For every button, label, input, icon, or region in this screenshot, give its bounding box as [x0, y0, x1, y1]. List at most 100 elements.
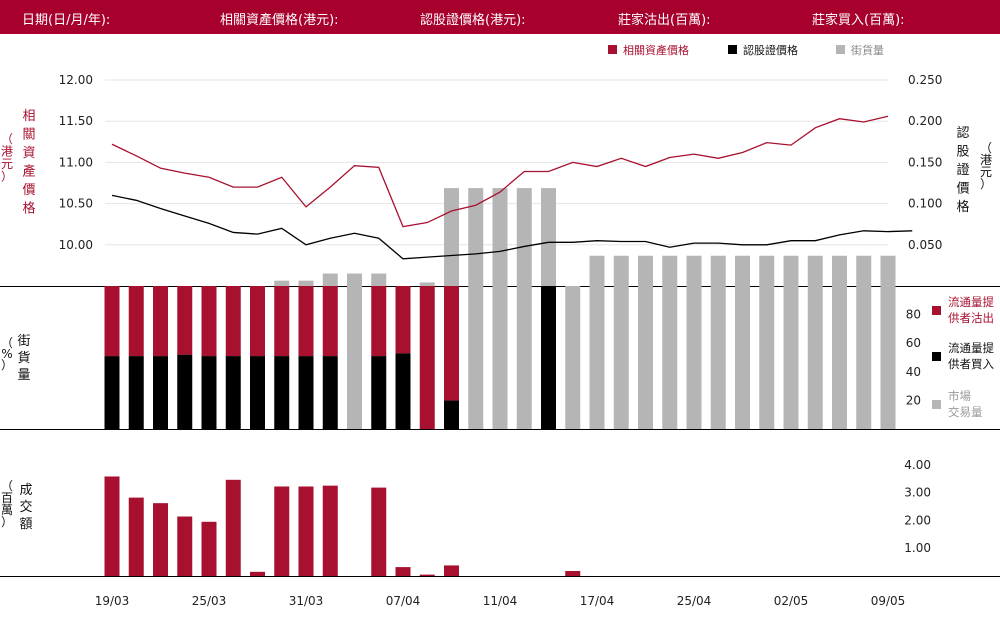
legend-swatch	[608, 45, 617, 54]
outstanding-bar	[274, 280, 290, 286]
market-volume-bar	[735, 286, 750, 429]
lp-sell-bar	[225, 286, 241, 357]
turnover-bar	[444, 565, 459, 576]
right-tick-label: 0.050	[908, 238, 942, 252]
mid-tick-label: 80	[906, 308, 921, 322]
mid-legend-line1: 流通量提	[948, 341, 994, 355]
bottom-axis-title-char: 成	[19, 483, 32, 498]
lp-buy-bar	[153, 356, 168, 429]
mid-axis-title-char: 街	[17, 334, 30, 349]
x-tick-label: 25/03	[192, 594, 227, 608]
mid-axis-title-char: 量	[17, 368, 30, 383]
market-volume-bar	[565, 286, 581, 429]
left-tick-label: 11.00	[59, 155, 93, 169]
outstanding-bar	[880, 255, 896, 286]
mid-axis-unit-char: （	[1, 336, 13, 350]
market-volume-bar	[516, 286, 532, 429]
mid-legend-line1: 市場	[948, 389, 971, 403]
left-tick-label: 10.00	[59, 238, 93, 252]
lp-buy-bar	[371, 356, 387, 429]
x-tick-label: 25/04	[677, 594, 712, 608]
bottom-axis-title-char: 額	[19, 517, 32, 532]
left-axis-unit-char: 港	[1, 145, 13, 159]
lp-buy-bar	[298, 356, 314, 429]
outstanding-bar	[492, 188, 508, 286]
lp-buy-bar	[250, 356, 265, 429]
market-volume-bar	[686, 286, 702, 429]
x-tick-label: 07/04	[386, 594, 421, 608]
market-volume-bar	[662, 286, 678, 429]
outstanding-bar	[710, 255, 726, 286]
bottom-tick-label: 2.00	[904, 513, 931, 527]
x-tick-label: 17/04	[580, 594, 615, 608]
right-axis-unit-char: ）	[980, 177, 992, 191]
x-tick-label: 09/05	[871, 594, 906, 608]
lp-sell-bar	[419, 286, 435, 429]
x-tick-label: 02/05	[774, 594, 809, 608]
right-axis-title-char: 價	[956, 182, 969, 197]
turnover-bar	[274, 486, 290, 576]
right-axis-title-char: 認	[956, 125, 969, 141]
left-axis-title-char: 相	[22, 109, 35, 124]
legend-swatch	[836, 45, 845, 54]
lp-sell-bar	[444, 286, 459, 401]
outstanding-bar	[589, 255, 605, 286]
turnover-bar	[250, 571, 265, 576]
outstanding-bar	[541, 188, 556, 286]
lp-sell-bar	[177, 286, 193, 355]
turnover-bar	[128, 497, 144, 576]
turnover-bar	[371, 487, 387, 576]
lp-buy-bar	[274, 356, 290, 429]
x-tick-label: 31/03	[289, 594, 324, 608]
right-axis-title-char: 證	[956, 162, 969, 178]
lp-buy-bar	[201, 356, 217, 429]
outstanding-bar	[419, 282, 435, 286]
left-axis-unit-char: （	[1, 132, 13, 146]
lp-sell-bar	[322, 286, 338, 357]
market-volume-bar	[468, 286, 484, 429]
right-axis-title-char: 股	[956, 145, 969, 160]
outstanding-bar	[298, 280, 314, 286]
right-tick-label: 0.200	[908, 114, 942, 128]
lp-buy-bar	[444, 400, 459, 429]
turnover-bar	[298, 486, 314, 576]
market-volume-bar	[832, 286, 847, 429]
mid-tick-label: 60	[906, 336, 921, 350]
turnover-bar	[177, 516, 193, 576]
x-tick-label: 11/04	[483, 594, 518, 608]
right-tick-label: 0.100	[908, 197, 942, 211]
bottom-tick-label: 1.00	[904, 541, 931, 555]
market-volume-bar	[589, 286, 605, 429]
mid-tick-label: 20	[906, 393, 921, 407]
market-volume-bar	[613, 286, 629, 429]
mm-buy-label: 莊家買入(百萬):	[812, 13, 905, 28]
lp-sell-bar	[298, 286, 314, 357]
left-axis-title-char: 資	[22, 146, 35, 161]
turnover-bar	[153, 503, 168, 576]
mid-legend-line2: 交易量	[948, 405, 983, 419]
left-axis-title-char: 關	[22, 128, 35, 143]
lp-buy-bar	[541, 286, 556, 429]
lp-sell-bar	[153, 286, 168, 357]
outstanding-bar	[807, 255, 823, 286]
lp-sell-bar	[104, 286, 120, 357]
bottom-tick-label: 3.00	[904, 486, 931, 500]
outstanding-bar	[759, 255, 775, 286]
underlying-price-line	[111, 115, 889, 228]
lp-buy-bar	[395, 353, 411, 429]
turnover-bar	[395, 567, 411, 576]
mid-legend-swatch	[932, 352, 941, 361]
outstanding-bar	[347, 273, 362, 286]
outstanding-bar	[468, 188, 484, 286]
lp-buy-bar	[104, 356, 120, 429]
outstanding-bar	[686, 255, 702, 286]
lp-buy-bar	[128, 356, 144, 429]
turnover-bar	[201, 521, 217, 576]
lp-sell-bar	[201, 286, 217, 357]
market-volume-bar	[492, 286, 508, 429]
outstanding-bar	[444, 188, 459, 286]
outstanding-bar	[322, 273, 338, 286]
outstanding-bar	[735, 255, 750, 286]
bottom-axis-unit-char: 萬	[1, 503, 13, 517]
right-axis-unit-char: 元	[980, 165, 992, 179]
